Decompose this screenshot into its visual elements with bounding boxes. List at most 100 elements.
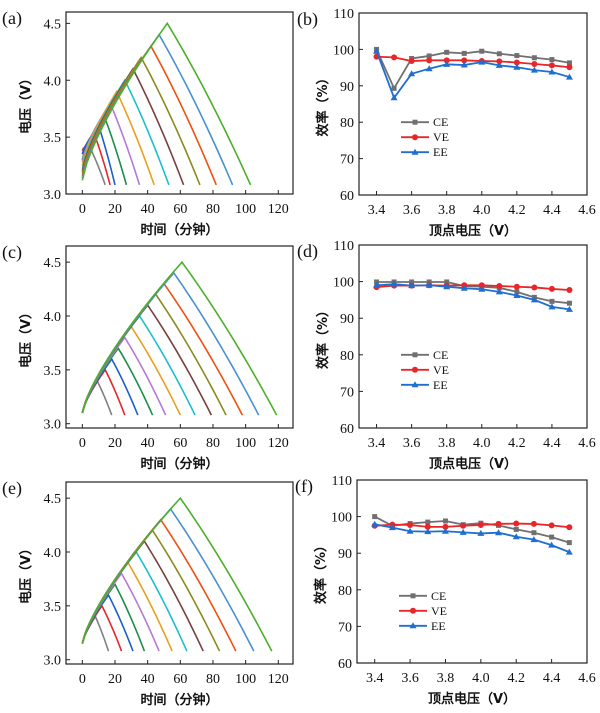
data-point-CE bbox=[426, 53, 432, 59]
plot-frame bbox=[65, 481, 294, 665]
x-tick-label: 3.6 bbox=[403, 436, 421, 451]
y-tick-label: 90 bbox=[340, 312, 354, 327]
data-point-CE bbox=[442, 518, 448, 524]
x-tick-label: 3.6 bbox=[403, 203, 421, 218]
x-tick-label: 3.8 bbox=[437, 671, 455, 686]
panel-label: (c) bbox=[2, 242, 22, 263]
x-tick-label: 60 bbox=[173, 202, 187, 217]
x-axis-label: 时间（分钟） bbox=[140, 222, 218, 238]
data-point-VE bbox=[531, 60, 538, 67]
data-point-EE bbox=[513, 292, 521, 299]
y-tick-label: 4.0 bbox=[44, 74, 62, 89]
curve-series-7 bbox=[81, 314, 196, 416]
x-tick-label: 4.4 bbox=[543, 671, 561, 686]
curve-series-12 bbox=[81, 21, 252, 186]
x-tick-label: 4.0 bbox=[472, 671, 490, 686]
data-point-CE bbox=[549, 298, 555, 304]
data-point-EE bbox=[460, 61, 468, 68]
data-point-EE bbox=[373, 47, 381, 54]
y-tick-label: 4.0 bbox=[44, 310, 62, 325]
data-point-EE bbox=[530, 536, 538, 543]
x-tick-label: 3.4 bbox=[366, 671, 384, 686]
panel-label: (d) bbox=[297, 241, 318, 262]
y-tick-label: 100 bbox=[331, 511, 352, 526]
data-point-EE bbox=[441, 527, 449, 534]
series-line-EE bbox=[374, 523, 570, 553]
data-point-EE bbox=[495, 529, 503, 536]
data-point-EE bbox=[425, 281, 433, 288]
legend-marker-CE bbox=[412, 352, 418, 358]
data-point-EE bbox=[565, 73, 573, 80]
y-tick-label: 60 bbox=[340, 422, 354, 437]
data-point-CE bbox=[391, 85, 397, 91]
legend-marker-VE bbox=[412, 366, 418, 373]
y-tick-label: 3.0 bbox=[44, 654, 62, 669]
x-tick-label: 4.6 bbox=[578, 203, 596, 218]
data-point-VE bbox=[408, 58, 415, 65]
curve-series-9 bbox=[81, 55, 201, 186]
y-axis-label: 效率（%） bbox=[313, 539, 329, 604]
x-tick-label: 60 bbox=[173, 436, 187, 451]
data-point-EE bbox=[443, 60, 451, 67]
x-tick-label: 80 bbox=[206, 436, 220, 451]
y-tick-label: 3.0 bbox=[44, 188, 62, 203]
data-point-EE bbox=[477, 529, 485, 536]
y-axis-label: 电压（V） bbox=[18, 72, 34, 134]
data-point-CE bbox=[425, 519, 431, 525]
series-line-EE bbox=[376, 283, 570, 311]
data-point-VE bbox=[566, 287, 573, 294]
y-tick-label: 60 bbox=[340, 189, 354, 204]
curve-series-6 bbox=[81, 89, 155, 186]
y-axis-label: 效率（%） bbox=[315, 71, 331, 136]
x-tick-label: 4.4 bbox=[543, 203, 561, 218]
data-point-EE bbox=[512, 533, 520, 540]
plot-frame bbox=[358, 12, 588, 196]
legend-marker-EE bbox=[411, 381, 419, 388]
data-point-EE bbox=[390, 280, 398, 287]
data-point-VE bbox=[460, 522, 467, 529]
data-point-CE bbox=[444, 49, 450, 55]
data-point-EE bbox=[425, 65, 433, 72]
x-axis-label: 顶点电压（V） bbox=[428, 691, 516, 707]
y-tick-label: 4.5 bbox=[44, 492, 62, 507]
data-point-CE bbox=[444, 279, 450, 285]
curve-series-5 bbox=[81, 572, 160, 652]
panel-label: (a) bbox=[2, 8, 22, 29]
y-tick-label: 3.0 bbox=[44, 418, 62, 433]
data-point-EE bbox=[460, 284, 468, 291]
x-tick-label: 40 bbox=[141, 202, 155, 217]
x-tick-label: 4.2 bbox=[507, 671, 525, 686]
plot-frame bbox=[358, 244, 588, 429]
plot-frame bbox=[65, 11, 294, 195]
data-point-CE bbox=[566, 300, 572, 306]
data-point-EE bbox=[565, 548, 573, 555]
x-tick-label: 120 bbox=[268, 436, 289, 451]
plot-frame bbox=[356, 479, 588, 664]
curve-series-4 bbox=[81, 346, 154, 416]
y-tick-label: 4.0 bbox=[44, 546, 62, 561]
y-tick-label: 3.5 bbox=[44, 600, 62, 615]
data-point-CE bbox=[566, 60, 572, 66]
data-point-VE bbox=[391, 54, 398, 61]
data-point-EE bbox=[371, 520, 379, 527]
data-point-EE bbox=[459, 528, 467, 535]
data-point-VE bbox=[495, 520, 502, 527]
legend-marker-CE bbox=[412, 119, 418, 125]
legend-marker-EE bbox=[409, 622, 417, 629]
y-tick-label: 60 bbox=[338, 657, 352, 672]
y-tick-label: 3.5 bbox=[44, 131, 62, 146]
y-tick-label: 100 bbox=[333, 43, 354, 58]
x-tick-label: 20 bbox=[108, 436, 122, 451]
legend-label: VE bbox=[431, 604, 447, 618]
data-point-CE bbox=[372, 514, 378, 520]
y-axis-label: 电压（V） bbox=[18, 542, 34, 604]
data-point-CE bbox=[549, 534, 555, 540]
data-point-CE bbox=[409, 279, 415, 285]
legend-label: EE bbox=[431, 619, 446, 633]
x-axis-label: 时间（分钟） bbox=[140, 456, 218, 472]
data-point-EE bbox=[406, 527, 414, 534]
x-tick-label: 4.2 bbox=[508, 436, 526, 451]
y-tick-label: 100 bbox=[333, 276, 354, 291]
y-axis-label: 效率（%） bbox=[315, 304, 331, 369]
data-point-CE bbox=[479, 48, 485, 54]
